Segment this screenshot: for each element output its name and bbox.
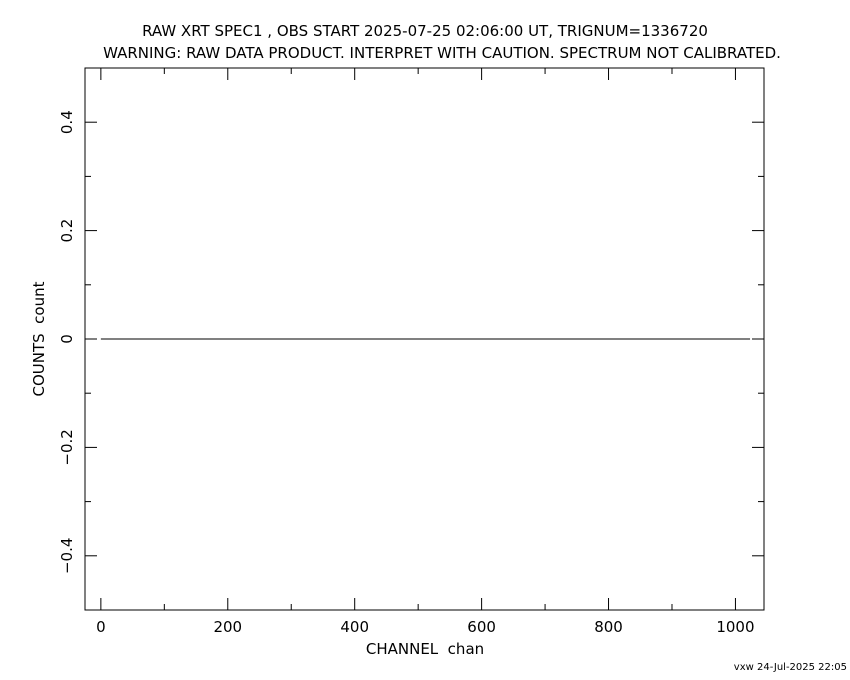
chart-title: RAW XRT SPEC1 , OBS START 2025-07-25 02:…	[142, 22, 708, 40]
footer-timestamp: vxw 24-Jul-2025 22:05	[733, 662, 847, 673]
x-axis-label: CHANNEL chan	[366, 640, 484, 658]
x-tick-label: 400	[340, 618, 369, 636]
y-tick-label: 0.2	[58, 219, 76, 243]
y-tick-label: −0.4	[58, 538, 76, 574]
x-tick-label: 1000	[716, 618, 754, 636]
chart-subtitle: WARNING: RAW DATA PRODUCT. INTERPRET WIT…	[103, 44, 781, 62]
y-axis-label: COUNTS count	[30, 281, 48, 396]
x-tick-label: 800	[594, 618, 623, 636]
y-tick-label: 0.4	[58, 110, 76, 134]
y-tick-label: 0	[58, 334, 76, 344]
x-tick-label: 0	[96, 618, 106, 636]
x-tick-label: 600	[467, 618, 496, 636]
x-tick-label: 200	[213, 618, 242, 636]
y-tick-label: −0.2	[58, 429, 76, 465]
